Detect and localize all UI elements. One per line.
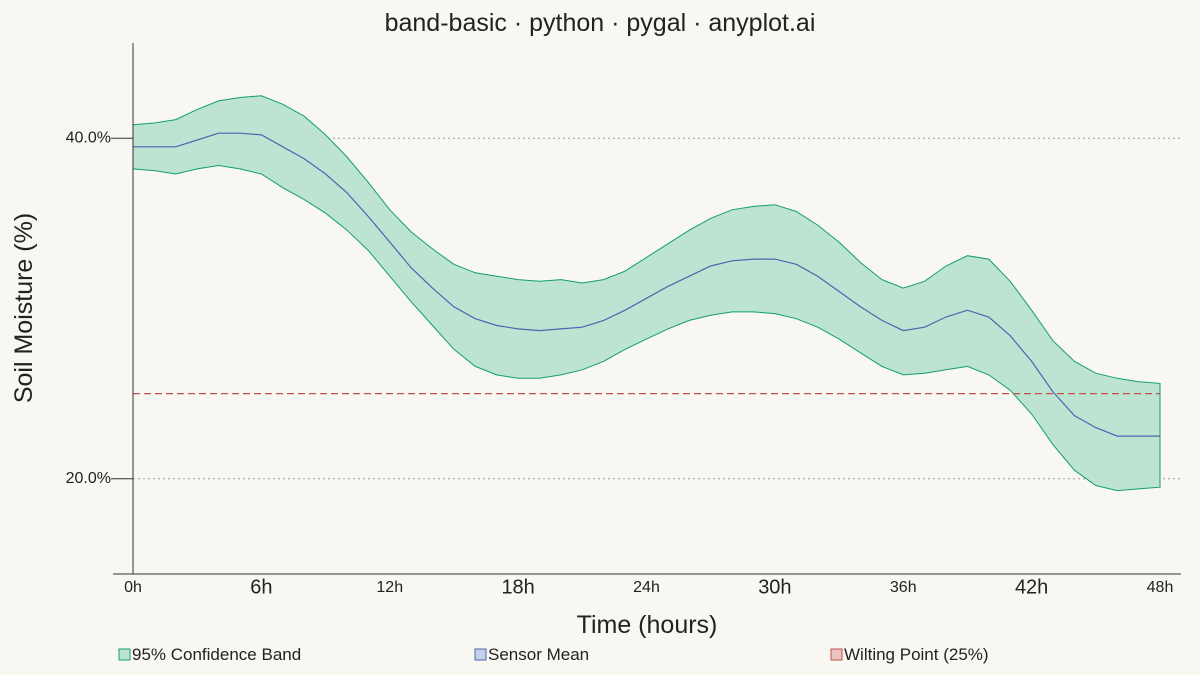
y-tick-label: 40.0% (66, 130, 111, 147)
x-tick-label: 30h (758, 576, 791, 598)
legend-label: Wilting Point (25%) (844, 645, 989, 664)
legend-item-confidence-band[interactable]: 95% Confidence Band (118, 645, 301, 664)
axes (113, 43, 1181, 575)
legend-item-sensor-mean[interactable]: Sensor Mean (474, 645, 589, 664)
sensor-mean (133, 132, 1160, 437)
x-tick-label: 18h (501, 576, 534, 598)
x-ticks: 0h 6h 12h 18h 24h 30h 36h 42h 48h (124, 576, 1173, 598)
legend-swatch (474, 648, 487, 661)
legend-swatch (118, 648, 131, 661)
x-tick-label: 12h (376, 579, 403, 596)
legend-swatch (830, 648, 843, 661)
legend-label: Sensor Mean (488, 645, 589, 664)
chart-title: band-basic · python · pygal · anyplot.ai (385, 9, 816, 37)
x-tick-label: 36h (890, 579, 917, 596)
sensor-mean-line (133, 132, 1160, 437)
confidence-band-area (132, 95, 1161, 492)
legend-label: 95% Confidence Band (132, 645, 301, 664)
x-tick-label: 24h (633, 579, 660, 596)
x-tick-label: 0h (124, 579, 142, 596)
x-axis-label: Time (hours) (577, 611, 718, 639)
y-axis-label: Soil Moisture (%) (10, 213, 38, 403)
legend-item-wilting-point[interactable]: Wilting Point (25%) (830, 645, 989, 664)
x-tick-label: 6h (250, 576, 272, 598)
x-tick-label: 48h (1147, 579, 1174, 596)
y-tick-label: 20.0% (66, 470, 111, 487)
confidence-band (132, 95, 1161, 492)
y-ticks: 20.0% 40.0% (66, 130, 133, 487)
x-tick-label: 42h (1015, 576, 1048, 598)
legend[interactable]: 95% Confidence Band Sensor Mean Wilting Po… (118, 645, 989, 664)
